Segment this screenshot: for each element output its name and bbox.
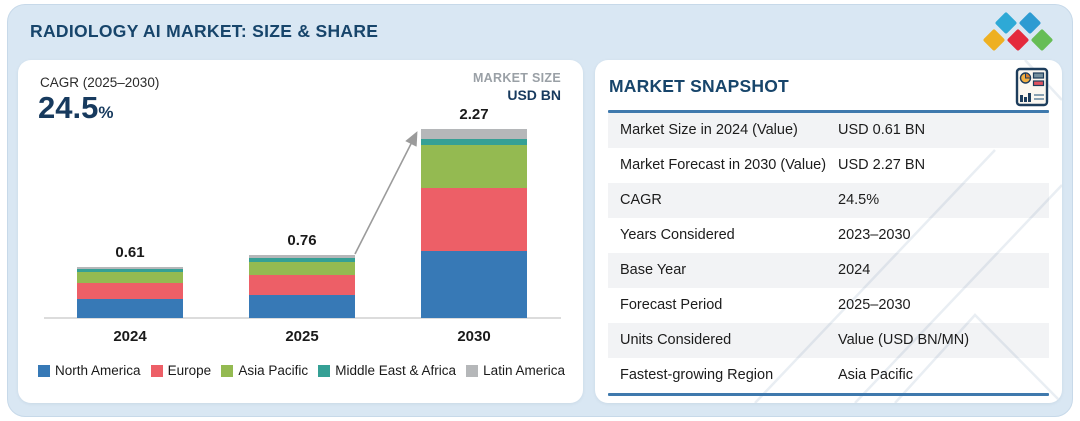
bar-2030-segment-latin-america (421, 128, 527, 139)
cagr-value: 24.5% (38, 90, 113, 126)
snapshot-value-base-year: 2024 (838, 262, 871, 278)
bar-2030 (421, 128, 527, 318)
bar-2024-segment-latin-america (77, 267, 183, 270)
snapshot-label-base-year: Base Year (620, 262, 687, 278)
snapshot-row-units-considered: Units Considered Value (USD BN/MN) (608, 323, 1049, 358)
legend-item-latin-america: Latin America (466, 363, 565, 378)
legend-label-middle-east-africa: Middle East & Africa (335, 363, 457, 378)
bar-2024-segment-asia-pacific (77, 271, 183, 284)
bar-2030-segment-asia-pacific (421, 144, 527, 189)
cagr-percent-sign: % (98, 103, 114, 122)
market-size-note: MARKET SIZE USD BN (473, 71, 561, 104)
x-tick-2025: 2025 (285, 328, 319, 345)
legend-item-middle-east-africa: Middle East & Africa (318, 363, 456, 378)
bar-2025-segment-europe (249, 275, 355, 296)
snapshot-value-years-considered: 2023–2030 (838, 227, 911, 243)
logo-diamond-green (1030, 28, 1054, 52)
snapshot-value-fastest-growing-region: Asia Pacific (838, 367, 913, 383)
snapshot-value-units-considered: Value (USD BN/MN) (838, 332, 970, 348)
legend-label-europe: Europe (167, 363, 212, 378)
report-chart-icon (1015, 67, 1049, 107)
snapshot-row-market-forecast-in-2030-value: Market Forecast in 2030 (Value) USD 2.27 … (608, 148, 1049, 183)
snapshot-panel: MARKET SNAPSHOT Market Size in 2024 (Val… (595, 60, 1062, 403)
logo-diamond-red (1006, 28, 1030, 52)
snapshot-label-forecast-period: Forecast Period (620, 297, 723, 313)
snapshot-table: Market Size in 2024 (Value) USD 0.61 BN Ma… (608, 113, 1049, 393)
cagr-value-number: 24.5 (38, 90, 99, 125)
brand-logo (982, 11, 1054, 59)
snapshot-row-cagr: CAGR 24.5% (608, 183, 1049, 218)
bar-total-2030: 2.27 (459, 105, 489, 123)
bar-2025-segment-asia-pacific (249, 261, 355, 276)
logo-diamond-yellow (982, 28, 1006, 52)
bar-2025-segment-latin-america (249, 254, 355, 259)
legend-label-north-america: North America (55, 363, 141, 378)
legend-item-europe: Europe (150, 363, 212, 378)
bar-2030-segment-north-america (421, 250, 527, 318)
snapshot-title: MARKET SNAPSHOT (609, 76, 789, 96)
snapshot-row-base-year: Base Year 2024 (608, 253, 1049, 288)
bar-2024-segment-europe (77, 283, 183, 300)
cagr-label: CAGR (2025–2030) (40, 75, 160, 90)
snapshot-value-market-size-in-2024-value: USD 0.61 BN (838, 122, 926, 138)
legend-swatch-asia-pacific (221, 364, 234, 377)
bar-total-2024: 0.61 (115, 244, 145, 262)
snapshot-value-market-forecast-in-2030-value: USD 2.27 BN (838, 157, 926, 173)
snapshot-row-market-size-in-2024-value: Market Size in 2024 (Value) USD 0.61 BN (608, 113, 1049, 148)
page-title: RADIOLOGY AI MARKET: SIZE & SHARE (30, 21, 379, 41)
snapshot-value-cagr: 24.5% (838, 192, 880, 208)
snapshot-label-units-considered: Units Considered (620, 332, 732, 348)
snapshot-label-cagr: CAGR (620, 192, 662, 208)
bar-total-2025: 0.76 (287, 231, 317, 249)
bar-2024-segment-middle-east-africa (77, 269, 183, 272)
stacked-bar-plot: 0.61 2024 0.76 2025 2.27 2030 (18, 60, 583, 403)
snapshot-label-market-size-in-2024-value: Market Size in 2024 (Value) (620, 122, 798, 138)
snapshot-label-years-considered: Years Considered (620, 227, 735, 243)
bar-2025 (249, 254, 355, 318)
legend-swatch-middle-east-africa (318, 364, 331, 377)
bar-2030-segment-europe (421, 188, 527, 251)
snapshot-row-forecast-period: Forecast Period 2025–2030 (608, 288, 1049, 323)
snapshot-label-fastest-growing-region: Fastest-growing Region (620, 367, 774, 383)
snapshot-label-market-forecast-in-2030-value: Market Forecast in 2030 (Value) (620, 157, 827, 173)
market-size-note-line2: USD BN (507, 86, 561, 103)
legend-label-asia-pacific: Asia Pacific (238, 363, 309, 378)
bar-2025-segment-middle-east-africa (249, 258, 355, 262)
bar-2024-segment-north-america (77, 299, 183, 318)
chart-legend: North America Europe Asia Pacific Middle Ea… (38, 363, 565, 378)
legend-swatch-latin-america (466, 364, 479, 377)
legend-swatch-europe (150, 364, 163, 377)
legend-label-latin-america: Latin America (483, 363, 565, 378)
snapshot-row-fastest-growing-region: Fastest-growing Region Asia Pacific (608, 358, 1049, 393)
x-tick-2024: 2024 (113, 328, 147, 345)
snapshot-value-forecast-period: 2025–2030 (838, 297, 911, 313)
x-tick-2030: 2030 (457, 328, 491, 345)
snapshot-row-years-considered: Years Considered 2023–2030 (608, 218, 1049, 253)
bar-2030-segment-middle-east-africa (421, 138, 527, 145)
bar-2025-segment-north-america (249, 295, 355, 318)
snapshot-bottom-rule (608, 393, 1049, 396)
legend-swatch-north-america (38, 364, 50, 377)
bar-2024 (77, 267, 183, 318)
x-axis-line (44, 317, 561, 319)
legend-item-north-america: North America (38, 363, 141, 378)
legend-item-asia-pacific: Asia Pacific (221, 363, 308, 378)
chart-panel: CAGR (2025–2030) 24.5% MARKET SIZE USD B… (18, 60, 583, 403)
snapshot-top-rule (608, 110, 1049, 113)
market-size-note-line1: MARKET SIZE (472, 71, 561, 85)
